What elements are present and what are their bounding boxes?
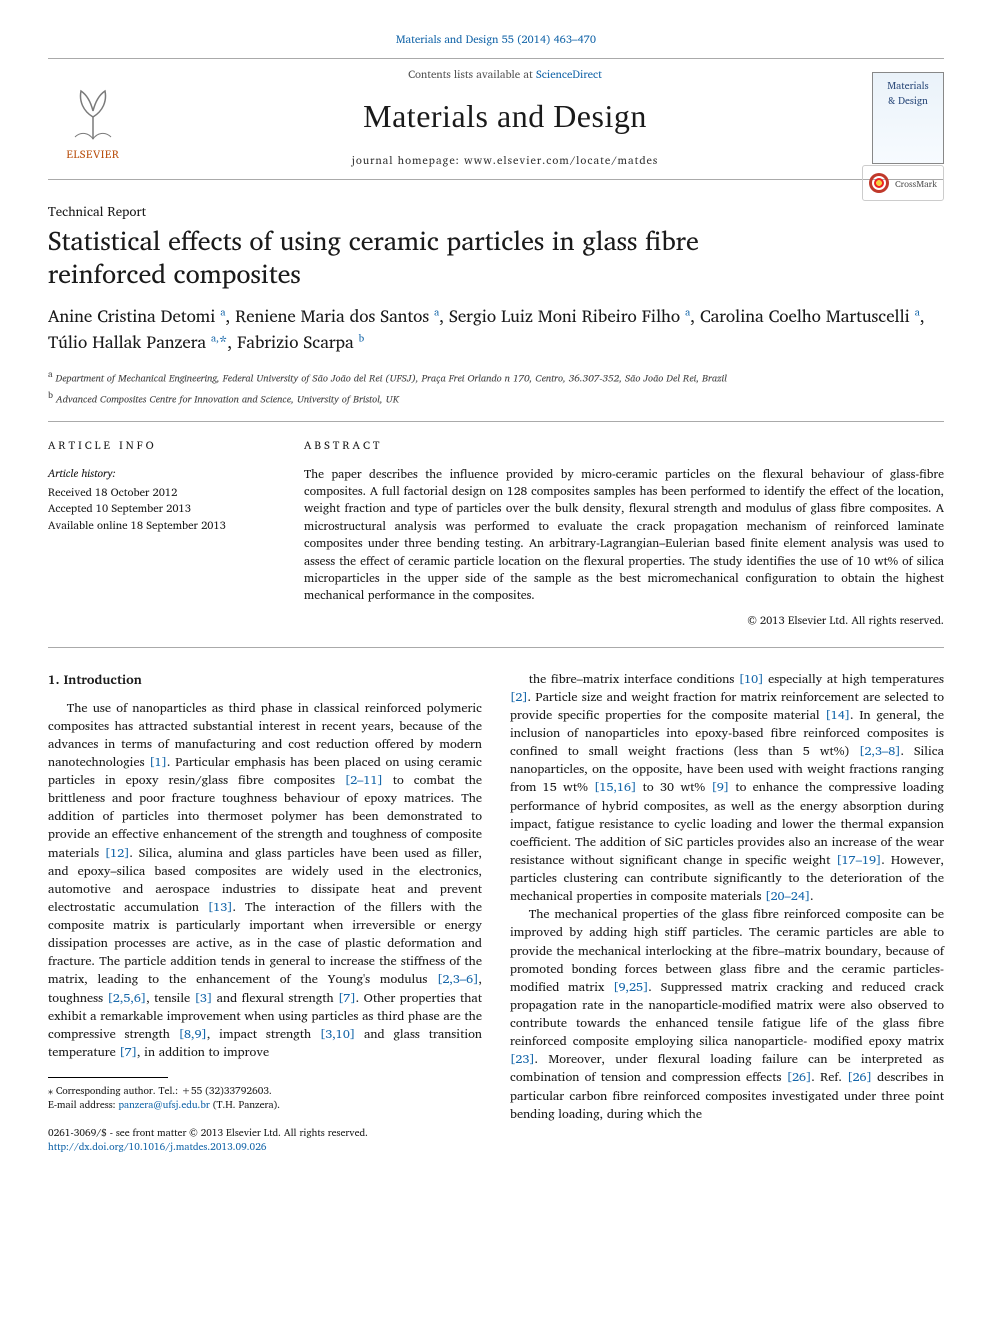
email-label: E-mail address:	[48, 1097, 116, 1113]
publisher-name: ELSEVIER	[67, 147, 120, 163]
sciencedirect-link[interactable]: ScienceDirect	[536, 65, 602, 83]
history-received: Received 18 October 2012	[48, 484, 268, 501]
affiliation-b: Advanced Composites Centre for Innovatio…	[56, 391, 399, 407]
history-label: Article history:	[48, 466, 268, 482]
article-info-heading: ARTICLE INFO	[48, 438, 268, 454]
body-columns: 1. Introduction The use of nanoparticles…	[48, 670, 944, 1154]
corr-tel: ⁎ Corresponding author. Tel.: +55 (32)33…	[48, 1084, 482, 1098]
crossmark-label: CrossMark	[895, 177, 937, 190]
body-p2: the fibre–matrix interface conditions [1…	[510, 670, 944, 906]
journal-header: ELSEVIER Contents lists available at Sci…	[48, 58, 944, 180]
body-p1: The use of nanoparticles as third phase …	[48, 699, 482, 1062]
footnote-rule	[48, 1077, 168, 1078]
body-p3: The mechanical properties of the glass f…	[510, 905, 944, 1123]
corr-name: (T.H. Panzera).	[213, 1097, 280, 1113]
intro-heading: 1. Introduction	[48, 670, 482, 689]
issn-line: 0261-3069/$ - see front matter © 2013 El…	[48, 1126, 482, 1140]
bottom-meta: 0261-3069/$ - see front matter © 2013 El…	[48, 1126, 482, 1154]
corresponding-footnote: ⁎ Corresponding author. Tel.: +55 (32)33…	[48, 1084, 482, 1112]
authors: Anine Cristina Detomi a, Reniene Maria d…	[48, 304, 944, 355]
elsevier-logo: ELSEVIER	[48, 73, 138, 163]
citation-line: Materials and Design 55 (2014) 463–470	[48, 32, 944, 48]
crossmark-icon	[869, 173, 889, 193]
report-type: Technical Report	[48, 202, 944, 221]
history-accepted: Accepted 10 September 2013	[48, 500, 268, 517]
affiliation-a: Department of Mechanical Engineering, Fe…	[56, 370, 727, 386]
contents-prefix: Contents lists available at	[408, 65, 536, 83]
abstract-text: The paper describes the influence provid…	[304, 466, 944, 605]
crossmark-badge[interactable]: CrossMark	[862, 165, 944, 201]
corr-email-link[interactable]: panzera@ufsj.edu.br	[118, 1097, 209, 1113]
cover-line1: Materials	[887, 79, 928, 94]
journal-homepage: journal homepage: www.elsevier.com/locat…	[138, 153, 872, 169]
doi-link[interactable]: http://dx.doi.org/10.1016/j.matdes.2013.…	[48, 1139, 266, 1155]
journal-cover-thumb: Materials & Design	[872, 72, 944, 164]
elsevier-tree-icon	[61, 81, 125, 145]
article-title: Statistical effects of using ceramic par…	[48, 225, 808, 290]
journal-name: Materials and Design	[138, 93, 872, 139]
copyright: © 2013 Elsevier Ltd. All rights reserved…	[304, 613, 944, 629]
abstract-heading: ABSTRACT	[304, 438, 944, 454]
contents-line: Contents lists available at ScienceDirec…	[138, 67, 872, 83]
affiliations: a Department of Mechanical Engineering, …	[48, 367, 944, 422]
cover-line2: & Design	[888, 94, 928, 109]
history-online: Available online 18 September 2013	[48, 517, 268, 534]
